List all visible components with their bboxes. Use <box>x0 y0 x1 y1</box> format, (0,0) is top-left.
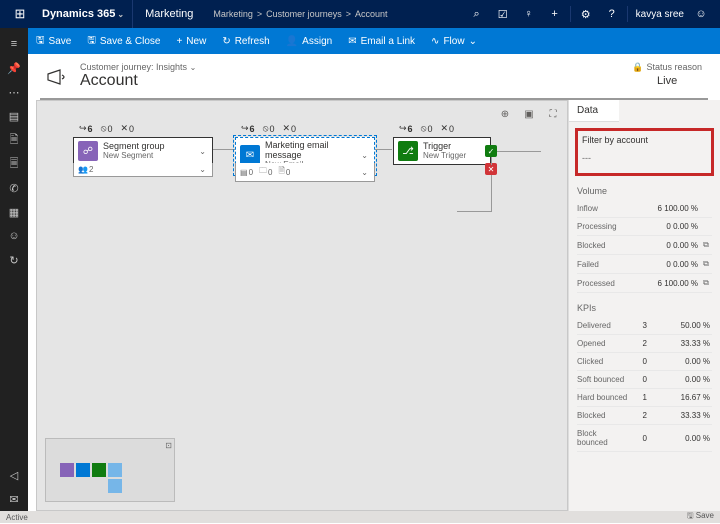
expand-icon[interactable]: ⛶ <box>545 107 561 121</box>
footer-save[interactable]: 🖫 Save <box>687 510 714 524</box>
refresh-button[interactable]: ↻Refresh <box>214 28 277 54</box>
segment-icon: ☍ <box>78 141 98 161</box>
new-button[interactable]: +New <box>168 28 214 54</box>
check-badge: ✓ <box>485 145 497 157</box>
page-header: Customer journey: Insights ⌄ Account 🔒St… <box>28 54 720 96</box>
minimap[interactable]: ⊡ <box>45 438 175 502</box>
kpi-row: Delivered350.00 % <box>577 317 712 335</box>
insights-label[interactable]: Customer journey: Insights <box>80 62 187 72</box>
kpi-row: Block bounced00.00 % <box>577 425 712 452</box>
assign-button[interactable]: 👤Assign <box>278 28 340 54</box>
kpi-row: Opened233.33 % <box>577 335 712 353</box>
kpi-row: Soft bounced00.00 % <box>577 371 712 389</box>
brand[interactable]: Dynamics 365⌄ <box>34 8 132 20</box>
mail-icon[interactable]: ✉ <box>0 487 28 511</box>
vertical-nav: ≡ 📌 ⋯ ▤ 🗎 🗏 ✆ ▦ ☺ ↻ ◁ ✉ <box>0 28 28 511</box>
segment-footer: 👥 2⌄ <box>73 163 213 177</box>
megaphone-icon <box>46 68 72 86</box>
kpi-row: Blocked233.33 % <box>577 407 712 425</box>
breadcrumb: Marketing > Customer journeys > Account <box>205 9 387 19</box>
email-footer: ▤0 🗀0 🗎0 ⌄ <box>235 163 375 182</box>
volume-row: Processing0 0.00 % <box>577 218 712 236</box>
node1-stats: ↪ 6⦸ 0✕ 0 <box>79 123 134 134</box>
node3-stats: ↪ 6⦸ 0✕ 0 <box>399 123 454 134</box>
volume-row: Inflow6 100.00 % <box>577 200 712 218</box>
doc-icon[interactable]: 🗎 <box>0 128 28 152</box>
segment-node[interactable]: ☍ Segment groupNew Segment ⌄ <box>73 137 213 165</box>
node2-stats: ↪ 6⦸ 0✕ 0 <box>241 123 296 134</box>
book-icon[interactable]: ▤ <box>0 104 28 128</box>
help-icon[interactable]: ? <box>599 0 625 28</box>
fit-icon[interactable]: ▣ <box>521 107 537 121</box>
add-icon[interactable]: + <box>542 0 568 28</box>
phone-icon[interactable]: ✆ <box>0 176 28 200</box>
pin-icon[interactable]: 📌 <box>0 56 28 80</box>
save-close-button[interactable]: 🖫Save & Close <box>79 28 168 54</box>
search-icon[interactable]: ⌕ <box>464 0 490 28</box>
page-title: Account <box>80 72 196 90</box>
menu-icon[interactable]: ≡ <box>0 32 28 56</box>
user-name[interactable]: kavya sree <box>630 9 688 20</box>
page: Customer journey: Insights ⌄ Account 🔒St… <box>28 54 720 511</box>
command-bar: 🖫Save 🖫Save & Close +New ↻Refresh 👤Assig… <box>0 28 720 54</box>
chevron-down-icon[interactable]: ⌄ <box>359 151 370 160</box>
person-icon[interactable]: ☺ <box>0 224 28 248</box>
trigger-icon: ⎇ <box>398 141 418 161</box>
settings-icon[interactable]: ⚙ <box>573 0 599 28</box>
refresh-nav-icon[interactable]: ↻ <box>0 248 28 272</box>
user-icon[interactable]: ☺ <box>688 0 714 28</box>
footer-bar: Active 🖫 Save <box>0 511 720 523</box>
page-icon[interactable]: 🗏 <box>0 152 28 176</box>
crumb-0[interactable]: Marketing <box>213 9 253 19</box>
kpi-heading: KPIs <box>577 303 712 313</box>
chevron-down-icon[interactable]: ⌄ <box>197 147 208 156</box>
top-bar: ⊞ Dynamics 365⌄ Marketing Marketing > Cu… <box>0 0 720 28</box>
volume-row: Blocked0 0.00 %⧉ <box>577 236 712 255</box>
module[interactable]: Marketing <box>132 0 205 28</box>
save-button[interactable]: 🖫Save <box>28 28 79 54</box>
flow-button[interactable]: ∿Flow⌄ <box>423 28 485 54</box>
email-link-button[interactable]: ✉Email a Link <box>340 28 423 54</box>
chart-icon[interactable]: ▦ <box>0 200 28 224</box>
volume-row: Processed6 100.00 %⧉ <box>577 274 712 293</box>
footer-status: Active <box>6 513 28 522</box>
minimap-close-icon[interactable]: ⊡ <box>165 441 172 450</box>
bulb-icon[interactable]: ♀ <box>516 0 542 28</box>
kpi-row: Clicked00.00 % <box>577 353 712 371</box>
data-tab[interactable]: Data <box>569 100 619 122</box>
trigger-node[interactable]: ⎇ TriggerNew Trigger <box>393 137 491 165</box>
more-icon[interactable]: ⋯ <box>0 80 28 104</box>
volume-row: Failed0 0.00 %⧉ <box>577 255 712 274</box>
side-panel: Data Filter by account --- Volume Inflow… <box>568 100 720 511</box>
task-icon[interactable]: ☑ <box>490 0 516 28</box>
crumb-1[interactable]: Customer journeys <box>266 9 342 19</box>
app-launcher-icon[interactable]: ⊞ <box>6 0 34 28</box>
status-reason: 🔒Status reason Live <box>632 62 702 87</box>
announce-icon[interactable]: ◁ <box>0 463 28 487</box>
kpi-row: Hard bounced116.67 % <box>577 389 712 407</box>
filter-box[interactable]: Filter by account --- <box>575 128 714 176</box>
volume-heading: Volume <box>577 186 712 196</box>
journey-canvas[interactable]: ⊕ ▣ ⛶ ↪ 6⦸ 0✕ 0 ☍ Segment groupNew Segme… <box>36 100 568 511</box>
crumb-2[interactable]: Account <box>355 9 388 19</box>
zoom-icon[interactable]: ⊕ <box>497 107 513 121</box>
